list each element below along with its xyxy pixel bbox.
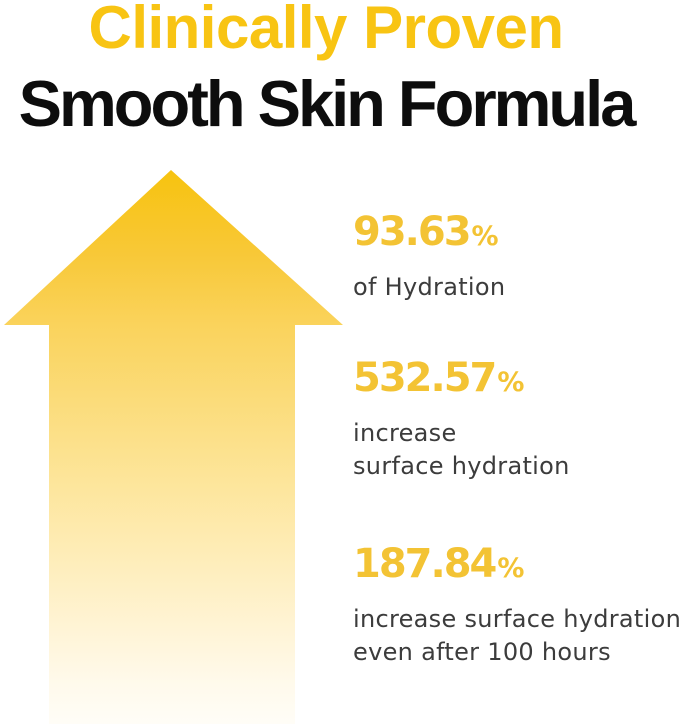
stat-hydration: 93.63% of Hydration (353, 211, 505, 304)
stat-surface-hydration-increase: 532.57% increase surface hydration (353, 357, 570, 483)
stat-number: 93.63 (353, 209, 472, 255)
header: Clinically Proven Smooth Skin Formula (0, 0, 652, 137)
stat-label: of Hydration (353, 271, 505, 304)
percent-sign: % (471, 221, 499, 252)
stat-value: 187.84% (353, 543, 679, 590)
percent-sign: % (497, 553, 525, 584)
upward-arrow-graphic (4, 170, 343, 724)
stat-label: increase surface hydration (353, 417, 570, 483)
stat-label-line: increase surface hydration (353, 605, 679, 633)
stat-label: increase surface hydration even after 10… (353, 603, 679, 669)
stat-value: 93.63% (353, 211, 505, 258)
percent-sign: % (497, 367, 525, 398)
stat-label-line: increase (353, 419, 457, 447)
stat-label-line: surface hydration (353, 452, 570, 480)
stat-label-line: even after 100 hours (353, 638, 611, 666)
stat-number: 532.57 (353, 355, 497, 401)
headline-main: Smooth Skin Formula (18, 67, 637, 140)
stat-lasting-hydration-increase: 187.84% increase surface hydration even … (353, 543, 679, 669)
stat-value: 532.57% (353, 357, 570, 404)
stat-number: 187.84 (353, 541, 497, 587)
stat-label-line: of Hydration (353, 273, 506, 301)
headline-accent: Clinically Proven (88, 0, 564, 61)
